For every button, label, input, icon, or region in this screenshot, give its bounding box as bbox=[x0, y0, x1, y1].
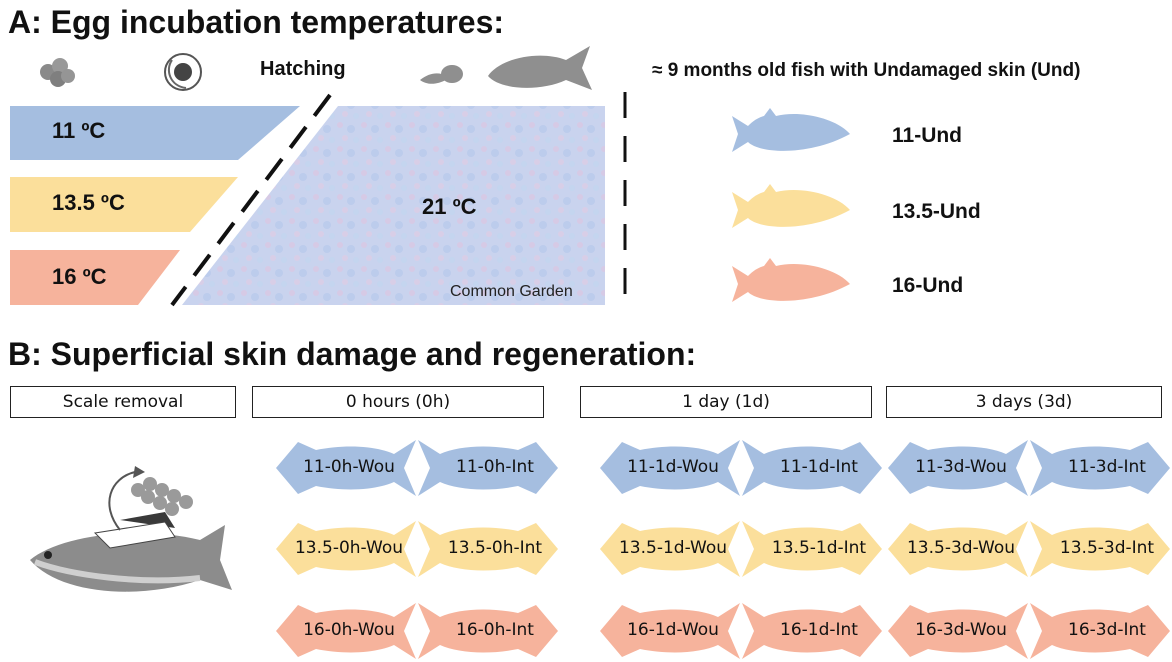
fish-label-wou-g0-r0: 11-0h-Wou bbox=[303, 457, 395, 477]
embryo-icon bbox=[164, 53, 202, 91]
fish-label-int-g2-r1: 13.5-3d-Int bbox=[1059, 538, 1155, 558]
hatching-label: Hatching bbox=[260, 58, 346, 80]
fish-wou-g1-r0-icon bbox=[600, 440, 740, 496]
fish-wou-g1-r2-icon bbox=[600, 603, 740, 659]
header-0h: 0 hours (0h) bbox=[252, 386, 544, 418]
fish-int-g0-r0-icon bbox=[418, 440, 558, 496]
temp-bar-16 bbox=[10, 250, 180, 305]
garden-label: Common Garden bbox=[450, 283, 573, 300]
fish-int-g2-r1-icon bbox=[1030, 521, 1170, 577]
fish-label-int-g1-r2: 16-1d-Int bbox=[780, 620, 858, 640]
fish-label-wou-g1-r2: 16-1d-Wou bbox=[627, 620, 719, 640]
fish-label-wou-g0-r2: 16-0h-Wou bbox=[303, 620, 395, 640]
juvenile-fish-icon bbox=[488, 46, 592, 90]
fish-11-und-icon bbox=[732, 108, 850, 152]
fish-int-g0-r1-icon bbox=[418, 521, 558, 577]
fish-int-g1-r2-icon bbox=[742, 603, 882, 659]
fish-label-wou-g1-r0: 11-1d-Wou bbox=[627, 457, 719, 477]
arrow-icon bbox=[108, 471, 136, 531]
fish-wou-g2-r0-icon bbox=[888, 440, 1028, 496]
und-label-16: 16-Und bbox=[892, 274, 964, 297]
temp-label-135: 13.5 ºC bbox=[52, 190, 125, 215]
temp-bar-11 bbox=[10, 106, 300, 160]
fish-wou-g2-r1-icon bbox=[888, 521, 1028, 577]
fish-label-wou-g2-r2: 16-3d-Wou bbox=[915, 620, 1007, 640]
und-label-135: 13.5-Und bbox=[892, 200, 981, 223]
fish-wou-g0-r2-icon bbox=[276, 603, 416, 659]
header-scale-removal: Scale removal bbox=[10, 386, 236, 418]
fish-int-g1-r0-icon bbox=[742, 440, 882, 496]
fish-label-int-g0-r1: 13.5-0h-Int bbox=[447, 538, 543, 558]
fish-wou-g0-r1-icon bbox=[276, 521, 416, 577]
fish-wou-g0-r0-icon bbox=[276, 440, 416, 496]
fish-label-wou-g1-r1: 13.5-1d-Wou bbox=[618, 538, 728, 558]
fish-label-int-g0-r2: 16-0h-Int bbox=[456, 620, 534, 640]
garden-temp: 21 ºC bbox=[422, 194, 477, 219]
fish-label-int-g2-r2: 16-3d-Int bbox=[1068, 620, 1146, 640]
fish-label-int-g0-r0: 11-0h-Int bbox=[456, 457, 534, 477]
common-garden-area bbox=[182, 106, 605, 305]
fish-int-g0-r2-icon bbox=[418, 603, 558, 659]
fish-label-int-g1-r1: 13.5-1d-Int bbox=[771, 538, 867, 558]
fish-int-g2-r0-icon bbox=[1030, 440, 1170, 496]
header-1d: 1 day (1d) bbox=[580, 386, 872, 418]
header-3d: 3 days (3d) bbox=[886, 386, 1162, 418]
section-b-title: B: Superficial skin damage and regenerat… bbox=[8, 336, 697, 372]
und-title: ≈ 9 months old fish with Undamaged skin … bbox=[652, 60, 1081, 81]
fish-label-int-g2-r0: 11-3d-Int bbox=[1068, 457, 1146, 477]
fish-label-wou-g2-r1: 13.5-3d-Wou bbox=[906, 538, 1016, 558]
fish-int-g2-r2-icon bbox=[1030, 603, 1170, 659]
fish-135-und-icon bbox=[732, 184, 850, 228]
fish-label-int-g1-r0: 11-1d-Int bbox=[780, 457, 858, 477]
fish-label-wou-g2-r0: 11-3d-Wou bbox=[915, 457, 1007, 477]
larva-icon bbox=[420, 65, 463, 84]
eggs-icon bbox=[40, 58, 75, 87]
removed-scales-icon bbox=[131, 477, 193, 516]
b-fish-group bbox=[276, 440, 1170, 659]
fish-label-wou-g0-r1: 13.5-0h-Wou bbox=[294, 538, 403, 558]
section-a-title: A: Egg incubation temperatures: bbox=[8, 4, 505, 40]
fish-wou-g2-r2-icon bbox=[888, 603, 1028, 659]
und-label-11: 11-Und bbox=[892, 124, 963, 147]
temp-label-16: 16 ºC bbox=[52, 264, 107, 289]
sea-bass-photo bbox=[30, 512, 232, 592]
temp-label-11: 11 ºC bbox=[52, 118, 106, 143]
temp-bar-135 bbox=[10, 177, 238, 232]
fish-int-g1-r1-icon bbox=[742, 521, 882, 577]
hatching-dashed-line bbox=[170, 93, 332, 307]
fish-wou-g1-r1-icon bbox=[600, 521, 740, 577]
fish-16-und-icon bbox=[732, 258, 850, 302]
